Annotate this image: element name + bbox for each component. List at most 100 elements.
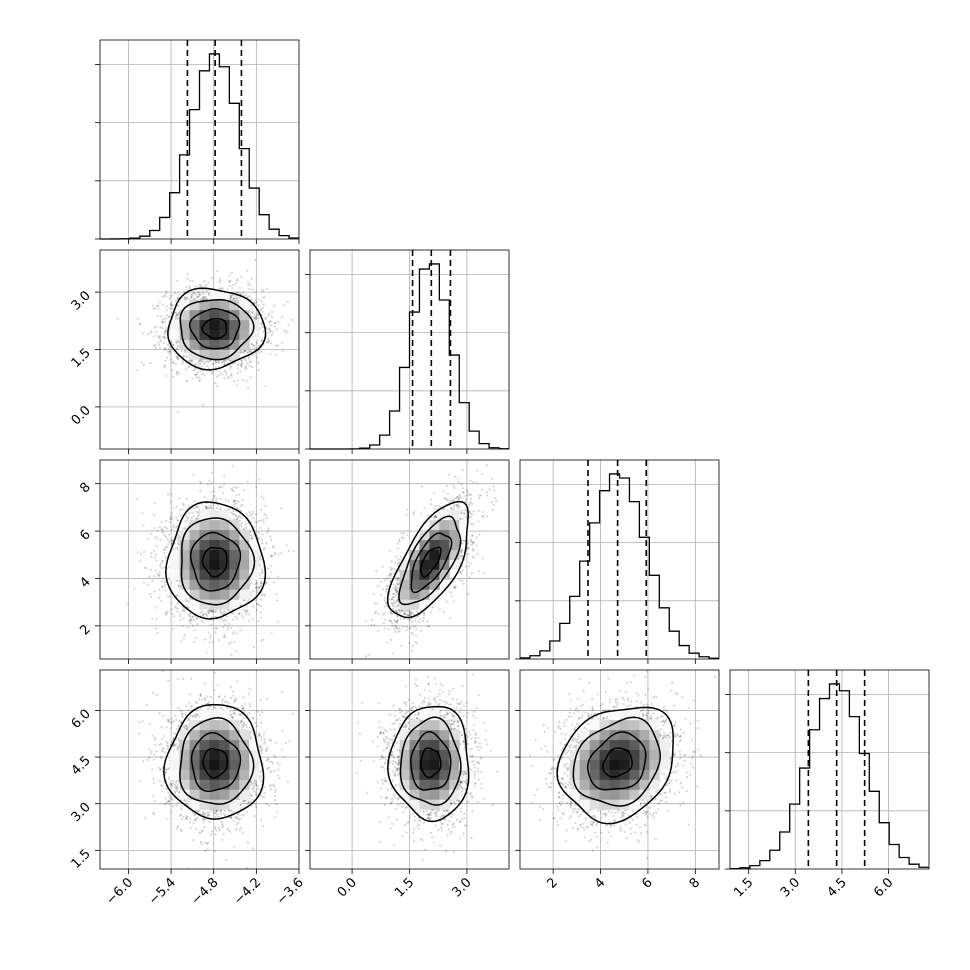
sample-point <box>177 594 180 597</box>
sample-point <box>237 364 240 367</box>
sample-point <box>164 519 168 522</box>
sample-point <box>169 810 172 813</box>
sample-point <box>244 523 247 526</box>
density-cell <box>219 509 230 521</box>
sample-point <box>248 361 251 364</box>
sample-point <box>227 279 231 282</box>
sample-point <box>278 763 281 766</box>
sample-point <box>270 571 273 574</box>
sample-point <box>393 795 397 798</box>
sample-point <box>238 612 241 615</box>
sample-point <box>376 629 379 633</box>
sample-point <box>443 715 446 718</box>
sample-point <box>262 518 265 521</box>
sample-point <box>153 738 157 741</box>
sample-point <box>415 609 418 613</box>
sample-point <box>679 739 683 742</box>
sample-point <box>269 538 273 541</box>
sample-point <box>491 804 494 807</box>
sample-point <box>206 841 210 844</box>
sample-point <box>404 716 407 719</box>
sample-point <box>151 734 154 737</box>
density-cell <box>429 589 440 600</box>
sample-point <box>427 625 430 628</box>
sample-point <box>141 512 144 515</box>
sample-point <box>423 506 426 509</box>
sample-point <box>395 588 398 592</box>
sample-point <box>261 290 265 293</box>
sample-point <box>204 283 208 286</box>
sample-point <box>183 610 187 613</box>
sample-point <box>648 712 651 715</box>
sample-point <box>384 740 387 744</box>
sample-point <box>251 312 254 315</box>
sample-point <box>233 712 236 715</box>
sample-point <box>160 315 163 318</box>
sample-point <box>150 596 153 599</box>
sample-point <box>239 721 242 724</box>
sample-point <box>260 323 263 326</box>
sample-point <box>193 819 196 822</box>
sample-point <box>467 593 470 596</box>
sample-point <box>196 810 200 813</box>
sample-point <box>284 741 288 745</box>
sample-point <box>173 744 177 747</box>
sample-point <box>259 745 262 748</box>
sample-point <box>414 640 417 644</box>
sample-point <box>246 480 249 483</box>
sample-point <box>251 307 254 310</box>
density-cell <box>189 339 200 350</box>
sample-point <box>173 790 176 793</box>
sample-point <box>183 726 186 730</box>
sample-point <box>262 303 265 306</box>
sample-point <box>472 541 475 544</box>
sample-point <box>162 670 165 673</box>
sample-point <box>477 569 481 572</box>
sample-point <box>668 781 671 784</box>
sample-point <box>386 743 389 746</box>
density-cell <box>189 789 200 800</box>
sample-point <box>249 705 252 708</box>
density-cell <box>449 529 460 540</box>
sample-point <box>232 297 235 300</box>
sample-point <box>390 753 393 757</box>
sample-point <box>236 372 239 375</box>
sample-point <box>395 582 399 585</box>
sample-point <box>217 639 220 642</box>
density-cell <box>399 589 410 600</box>
sample-point <box>198 292 201 295</box>
sample-point <box>223 695 227 698</box>
sample-point <box>195 517 199 520</box>
sample-point <box>244 365 248 368</box>
sample-point <box>269 535 272 538</box>
sample-point <box>280 552 283 555</box>
sample-point <box>229 294 232 297</box>
sample-point <box>139 553 142 556</box>
sample-point <box>249 376 252 379</box>
sample-point <box>650 702 653 706</box>
sample-point <box>202 810 205 813</box>
sample-point <box>167 348 170 351</box>
sample-point <box>151 768 154 771</box>
sample-point <box>191 280 194 283</box>
sample-point <box>396 619 399 622</box>
sample-point <box>215 497 218 500</box>
sample-point <box>185 800 188 803</box>
sample-point <box>549 785 552 789</box>
sample-point <box>401 609 404 612</box>
sample-point <box>471 513 474 516</box>
density-cell <box>179 559 190 570</box>
sample-point <box>235 296 238 300</box>
sample-point <box>385 601 388 604</box>
sample-point <box>465 498 468 501</box>
sample-point <box>443 809 446 812</box>
sample-point <box>257 345 260 348</box>
sample-point <box>170 294 173 298</box>
sample-point <box>229 686 233 689</box>
sample-point <box>473 739 476 742</box>
sample-point <box>478 494 481 497</box>
sample-point <box>467 565 471 568</box>
contour-line <box>179 717 255 805</box>
sample-point <box>259 309 262 312</box>
sample-point <box>210 506 213 509</box>
